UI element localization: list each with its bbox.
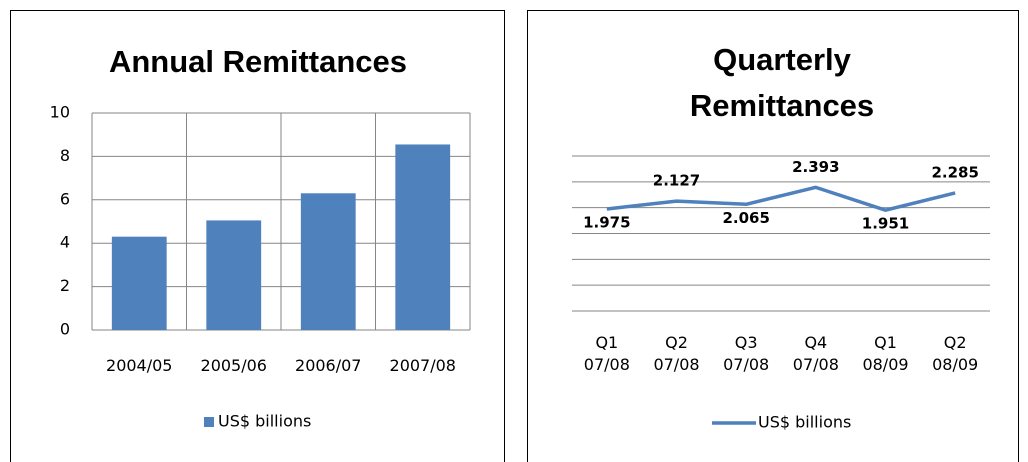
panel <box>10 10 505 462</box>
y-tick-label: 8 <box>60 146 70 165</box>
bar <box>300 193 356 330</box>
bar <box>206 220 262 330</box>
x-tick-label: Q2 07/08 <box>653 333 699 374</box>
data-label: 2.393 <box>792 158 839 176</box>
x-tick-label: 2007/08 <box>390 356 456 375</box>
chart-title: Annual Remittances <box>109 44 407 79</box>
x-tick-label: Q1 08/09 <box>862 333 908 374</box>
data-label: 1.951 <box>862 215 909 233</box>
x-tick-label: Q4 07/08 <box>793 333 839 374</box>
x-tick-label: 2006/07 <box>295 356 361 375</box>
y-tick-label: 10 <box>50 103 70 122</box>
legend-swatch <box>204 417 214 427</box>
chart-title: Quarterly Remittances <box>690 42 874 123</box>
x-tick-label: Q2 08/09 <box>932 333 978 374</box>
line <box>606 185 956 212</box>
data-label: 2.127 <box>653 172 700 190</box>
legend-label: US$ billions <box>758 413 851 432</box>
data-label: 1.975 <box>583 213 630 231</box>
legend-label: US$ billions <box>218 412 311 431</box>
x-tick-label: Q3 07/08 <box>723 333 769 374</box>
y-tick-label: 2 <box>60 276 70 295</box>
y-tick-label: 4 <box>60 233 70 252</box>
y-tick-label: 6 <box>60 189 70 208</box>
y-tick-label: 0 <box>60 320 70 339</box>
x-tick-label: 2005/06 <box>201 356 267 375</box>
panel <box>527 10 1019 462</box>
data-label: 2.285 <box>931 163 978 181</box>
x-tick-label: Q1 07/08 <box>584 333 630 374</box>
bar <box>111 236 167 330</box>
data-label: 2.065 <box>722 209 769 227</box>
x-tick-label: 2004/05 <box>106 356 172 375</box>
bar <box>395 144 451 330</box>
